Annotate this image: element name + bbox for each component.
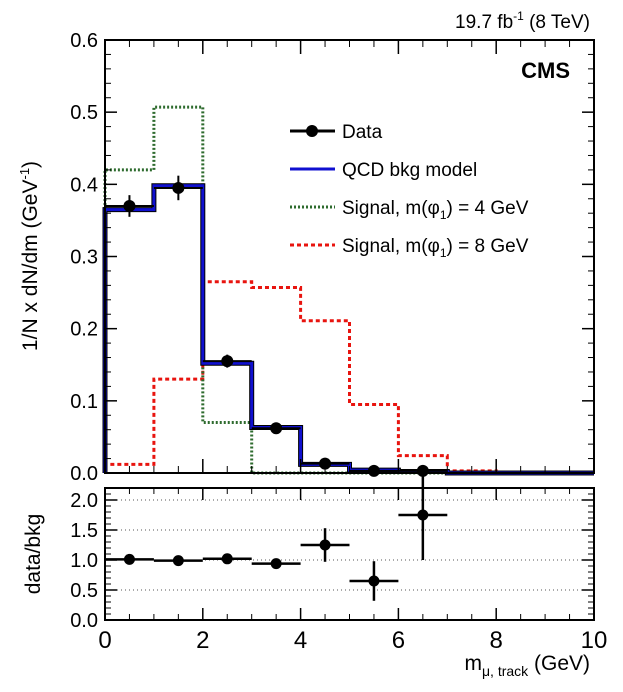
top-ticks-group: 0.0 0.1 0.2 0.3 0.4 0.5 0.6	[70, 30, 595, 485]
cms-label: CMS	[521, 58, 570, 83]
data-point	[123, 199, 136, 212]
ratio-point	[172, 555, 184, 567]
x-axis-label: mμ, track (GeV)	[464, 652, 590, 679]
y-tick-label: 0.5	[70, 102, 98, 124]
y-tick-label: 1.0	[70, 550, 98, 572]
top-frame	[104, 39, 595, 474]
legend-label-signal-4: Signal, m(φ1) = 4 GeV	[342, 198, 529, 222]
x-tick-label: 6	[392, 627, 405, 654]
legend-label-signal-8: Signal, m(φ1) = 8 GeV	[342, 236, 529, 260]
data-points-group	[105, 175, 448, 477]
y-tick-label: 0.0	[70, 463, 98, 485]
ratio-points-group	[105, 470, 448, 601]
bottom-panel: 0.0 0.5 1.0 1.5 2.0 0 2 4 6 8 10	[70, 470, 607, 654]
x-tick-label: 0	[98, 627, 111, 654]
data-point	[172, 181, 185, 194]
legend-label-qcd: QCD bkg model	[342, 160, 477, 181]
ratio-gridlines	[105, 499, 594, 591]
legend-marker-data-dot	[306, 125, 318, 137]
bottom-y-axis-label: data/bkg	[22, 514, 45, 595]
y-tick-label: 2.0	[70, 490, 98, 512]
y-tick-label: 0.6	[70, 30, 98, 52]
y-tick-label: 0.2	[70, 319, 98, 341]
y-tick-label: 0.0	[70, 610, 98, 632]
ratio-point	[368, 575, 380, 587]
lumi-label: 19.7 fb-1 (8 TeV)	[455, 9, 590, 33]
bottom-frame	[104, 487, 595, 621]
data-point	[270, 422, 283, 435]
y-tick-label: 0.1	[70, 391, 98, 413]
ratio-point	[221, 553, 233, 565]
data-point	[319, 457, 332, 470]
top-y-axis-label: 1/N x dN/dm (GeV-1)	[17, 161, 42, 351]
y-tick-label: 0.3	[70, 247, 98, 269]
histogram-dotted-green	[103, 105, 594, 475]
y-tick-label: 1.5	[70, 520, 98, 542]
ratio-point	[123, 553, 135, 565]
x-tick-label: 8	[490, 627, 503, 654]
y-tick-label: 0.5	[70, 580, 98, 602]
data-point	[221, 355, 234, 368]
ratio-point	[417, 509, 429, 521]
bottom-ticks-group: 0.0 0.5 1.0 1.5 2.0 0 2 4 6 8 10	[70, 487, 608, 654]
y-tick-label: 0.4	[70, 174, 98, 196]
legend-label-data: Data	[342, 122, 383, 143]
x-tick-label: 4	[294, 627, 307, 654]
ratio-point	[270, 558, 282, 570]
legend: Data QCD bkg model Signal, m(φ1) = 4 GeV…	[290, 122, 529, 260]
ratio-point	[319, 539, 331, 551]
x-tick-label: 10	[581, 627, 608, 654]
histogram-dotted-red	[103, 280, 594, 475]
x-tick-label: 2	[196, 627, 209, 654]
top-panel: 0.0 0.1 0.2 0.3 0.4 0.5 0.6	[70, 30, 595, 485]
